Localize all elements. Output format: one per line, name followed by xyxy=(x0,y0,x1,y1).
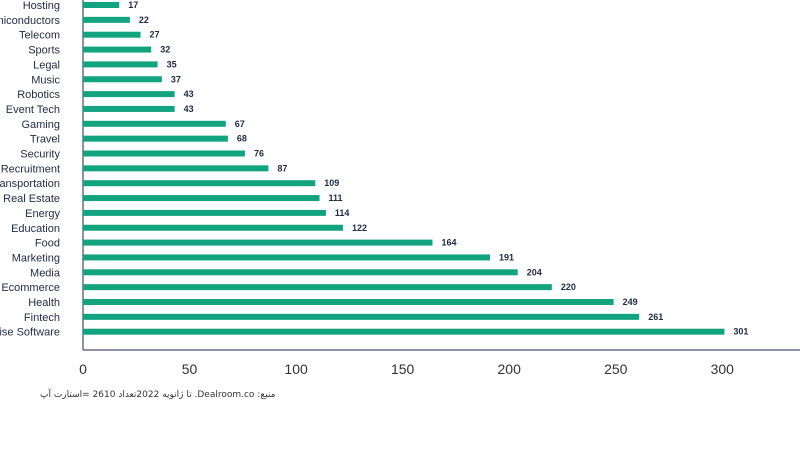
value-label: 76 xyxy=(254,149,264,159)
value-label: 43 xyxy=(184,89,194,99)
bar xyxy=(83,46,152,53)
value-label: 111 xyxy=(329,193,343,203)
value-label: 164 xyxy=(441,238,456,248)
bar xyxy=(83,120,226,127)
x-tick-label: 250 xyxy=(604,361,628,377)
bar xyxy=(83,16,130,23)
bar xyxy=(83,254,491,261)
category-label: Media xyxy=(30,267,61,279)
bar xyxy=(83,180,316,187)
value-label: 191 xyxy=(499,252,514,262)
source-note: منبع: Dealroom.co. تا ژانویه 2022تعداد 2… xyxy=(40,390,276,400)
category-label: Music xyxy=(31,74,60,86)
bar xyxy=(83,239,433,246)
bar xyxy=(83,2,120,8)
value-label: 35 xyxy=(167,59,177,69)
value-label: 109 xyxy=(324,178,339,188)
bar xyxy=(83,150,245,157)
category-label: Enterprise Software xyxy=(0,327,60,339)
bar xyxy=(83,31,141,38)
bar xyxy=(83,328,725,335)
category-label: Real Estate xyxy=(3,193,60,205)
category-label: Food xyxy=(35,238,60,250)
bar xyxy=(83,61,158,68)
value-label: 37 xyxy=(171,74,181,84)
bar xyxy=(83,209,326,216)
bar xyxy=(83,165,269,172)
value-label: 87 xyxy=(277,163,287,173)
bar xyxy=(83,284,552,291)
category-label: Transportation xyxy=(0,178,60,190)
x-tick-label: 200 xyxy=(498,361,522,377)
value-label: 68 xyxy=(237,134,247,144)
bar xyxy=(83,91,175,98)
category-label: Telecom xyxy=(19,30,60,42)
category-label: Ecommerce xyxy=(1,282,60,294)
value-label: 220 xyxy=(561,282,576,292)
category-label: Recruitment xyxy=(1,163,60,175)
x-tick-label: 50 xyxy=(182,361,198,377)
bar xyxy=(83,269,518,276)
bar xyxy=(83,76,162,83)
value-label: 261 xyxy=(648,312,663,322)
x-tick-label: 150 xyxy=(391,361,415,377)
value-label: 204 xyxy=(527,267,542,277)
value-label: 27 xyxy=(150,30,160,40)
bar xyxy=(83,105,175,112)
value-label: 17 xyxy=(128,0,138,10)
category-label: Robotics xyxy=(17,89,60,101)
category-label: Semiconductors xyxy=(0,15,60,27)
category-label: Event Tech xyxy=(6,104,60,116)
category-label: Gaming xyxy=(21,119,60,131)
bar xyxy=(83,195,320,202)
value-label: 67 xyxy=(235,119,245,129)
category-label: Security xyxy=(20,149,60,161)
value-label: 22 xyxy=(139,15,149,25)
bar xyxy=(83,135,228,142)
value-label: 114 xyxy=(335,208,350,218)
category-label: Energy xyxy=(25,208,60,220)
category-label: Hosting xyxy=(23,0,60,12)
value-label: 301 xyxy=(733,327,748,337)
bar xyxy=(83,313,640,320)
category-label: Marketing xyxy=(12,252,60,264)
value-label: 43 xyxy=(184,104,194,114)
category-label: Travel xyxy=(30,134,60,146)
bars xyxy=(83,2,725,335)
value-label: 32 xyxy=(160,45,170,55)
category-label: Education xyxy=(11,223,60,235)
value-label: 249 xyxy=(623,297,638,307)
axes xyxy=(82,0,800,351)
x-tick-label: 300 xyxy=(711,361,735,377)
category-label: Sports xyxy=(28,45,60,57)
bar xyxy=(83,299,614,305)
category-label: Legal xyxy=(33,59,60,71)
x-tick-label: 100 xyxy=(284,361,308,377)
value-label: 122 xyxy=(352,223,367,233)
labels: Hosting 17 Semiconductors 22 Telecom 27 Sports… xyxy=(0,0,748,377)
category-label: Health xyxy=(28,297,60,309)
category-label: Fintech xyxy=(24,312,60,324)
bar xyxy=(83,224,343,231)
x-tick-label: 0 xyxy=(79,361,87,377)
